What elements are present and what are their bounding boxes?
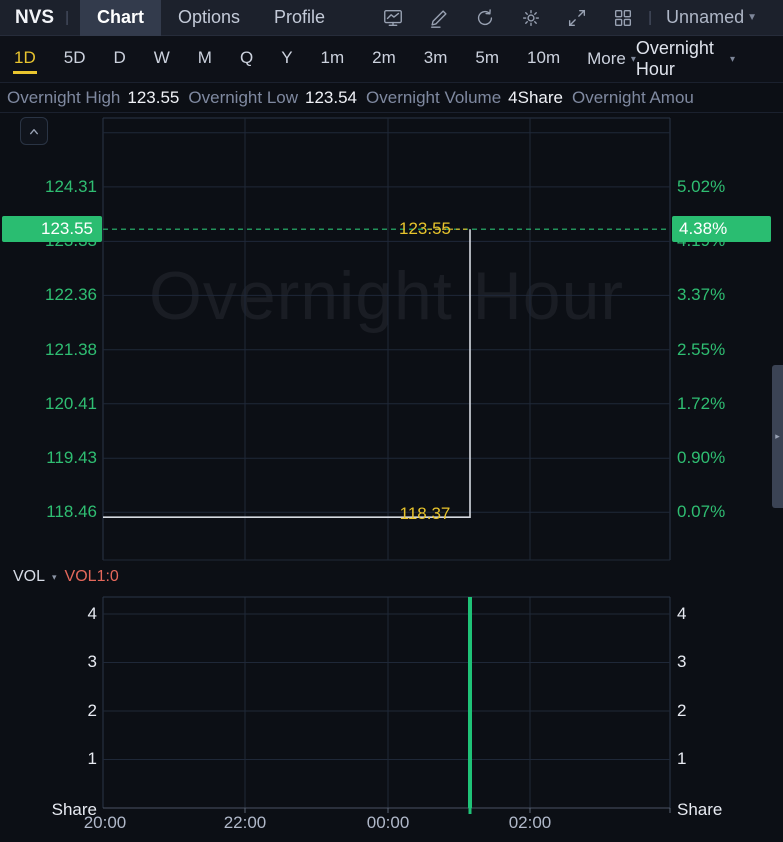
volume-indicator-row: VOL ▾ VOL1:0 <box>13 564 119 590</box>
volume-unit-label-right: Share <box>677 800 723 819</box>
time-tick-label: 20:00 <box>83 813 127 832</box>
ticker-symbol: NVS <box>15 6 55 28</box>
percent-tick-label: 2.55% <box>677 339 726 359</box>
price-tick-label: 122.36 <box>45 285 97 305</box>
volume-tick-label: 2 <box>677 700 687 720</box>
price-tick-label: 119.43 <box>46 448 97 468</box>
more-label: More <box>587 49 626 68</box>
vol-series-value[interactable]: VOL1:0 <box>64 568 119 585</box>
price-tick-label: 118.46 <box>46 502 97 522</box>
volume-tick-label: 3 <box>87 652 97 672</box>
percent-tick-label: 0.07% <box>677 502 726 522</box>
info-field-label: Overnight Amou <box>571 87 694 107</box>
info-field-label: Overnight High <box>7 87 121 107</box>
refresh-icon[interactable] <box>474 7 496 29</box>
volume-tick-label: 3 <box>677 652 687 672</box>
session-selector-dropdown[interactable]: Overnight Hour ▾ <box>636 38 735 80</box>
workspace-label: Unnamed <box>666 7 745 27</box>
settings-icon[interactable] <box>520 7 542 29</box>
chevron-up-icon <box>29 129 38 135</box>
time-tick-label: 00:00 <box>366 813 410 832</box>
timeframe-bar: 1D 5D D W M Q Y 1m 2m 3m 5m 10m More ▾ Overnight Ho… <box>0 36 783 83</box>
workspace-dropdown[interactable]: Unnamed ▼ <box>666 7 757 28</box>
info-field-label: Overnight Low <box>188 87 299 107</box>
timeframe-5m[interactable]: 5m <box>475 47 500 67</box>
volume-bar <box>468 597 472 808</box>
topbar-icons <box>382 7 634 29</box>
timeframe-w[interactable]: W <box>153 47 170 67</box>
timeframe-items: 1D 5D D W M Q Y 1m 2m 3m 5m 10m <box>13 45 561 74</box>
current-price-badge: 123.55 <box>2 216 102 243</box>
tab-options[interactable]: Options <box>178 7 241 27</box>
divider: | <box>65 9 69 26</box>
chevron-down-icon[interactable]: ▾ <box>52 571 57 582</box>
percent-tick-label: 0.90% <box>677 448 726 468</box>
chevron-right-icon: ▸ <box>775 431 780 441</box>
timeframe-d[interactable]: D <box>113 47 126 67</box>
chevron-down-icon: ▾ <box>630 53 636 65</box>
info-field-value: 123.54 <box>305 87 358 107</box>
info-field: Overnight Volume 4Share <box>366 88 563 108</box>
percent-tick-label: 3.37% <box>677 285 726 305</box>
volume-tick-label: 1 <box>87 749 97 769</box>
timeframe-3m[interactable]: 3m <box>423 47 448 67</box>
timeframe-10m[interactable]: 10m <box>527 47 561 67</box>
info-field-value: 123.55 <box>127 87 180 107</box>
divider: | <box>648 9 653 26</box>
volume-unit-label-left: Share <box>51 800 97 819</box>
layout-grid-icon[interactable] <box>612 7 634 29</box>
percent-tick-label: 1.72% <box>677 393 726 413</box>
info-field-label: Overnight Volume <box>366 87 502 107</box>
main-tabs: Chart Options Profile <box>79 0 342 36</box>
info-field: Overnight High 123.55 <box>7 88 179 108</box>
timeframe-2m[interactable]: 2m <box>372 47 396 67</box>
timeframe-more-dropdown[interactable]: More ▾ <box>587 49 636 69</box>
timeframe-y[interactable]: Y <box>281 47 293 67</box>
vol-indicator-dropdown[interactable]: VOL <box>13 568 46 585</box>
tab-profile[interactable]: Profile <box>274 7 326 27</box>
info-field-value: 4Share <box>508 87 563 107</box>
info-field: Overnight Amou <box>572 88 694 108</box>
timeframe-m[interactable]: M <box>197 47 212 67</box>
chevron-down-icon: ▼ <box>747 12 757 23</box>
low-marker-label: 118.37 <box>399 504 451 524</box>
fullscreen-icon[interactable] <box>566 7 588 29</box>
timeframe-q[interactable]: Q <box>239 47 254 67</box>
timeframe-1d[interactable]: 1D <box>13 45 37 74</box>
percent-tick-label: 5.02% <box>677 176 726 196</box>
session-label: Overnight Hour <box>635 38 714 79</box>
time-tick-label: 22:00 <box>223 813 267 832</box>
time-tick-label: 02:00 <box>508 813 552 832</box>
price-tick-label: 121.38 <box>45 339 97 359</box>
price-tick-label: 120.41 <box>45 393 97 413</box>
tab-chart[interactable]: Chart <box>79 0 161 36</box>
high-marker-label: 123.55 <box>399 219 451 239</box>
sidebar-expand-handle[interactable]: ▸ <box>772 365 783 508</box>
overnight-stats-bar: Overnight High 123.55 Overnight Low 123.54 O… <box>0 83 783 113</box>
topbar: NVS | Chart Options Profile | Unnamed ▼ <box>0 0 783 36</box>
volume-tick-label: 4 <box>677 603 687 623</box>
current-percent-badge: 4.38% <box>672 216 771 243</box>
volume-tick-label: 2 <box>87 700 97 720</box>
volume-tick-label: 4 <box>87 603 97 623</box>
session-watermark: Overnight Hour <box>148 258 625 334</box>
price-line <box>103 229 471 519</box>
price-tick-label: 124.31 <box>45 176 97 196</box>
volume-tick-label: 1 <box>677 749 687 769</box>
chart-monitor-icon[interactable] <box>382 7 404 29</box>
chevron-down-icon: ▾ <box>729 53 735 65</box>
collapse-panel-button[interactable] <box>20 117 48 145</box>
timeframe-5d[interactable]: 5D <box>63 47 86 67</box>
timeframe-1m[interactable]: 1m <box>320 47 345 67</box>
draw-icon[interactable] <box>428 7 450 29</box>
info-field: Overnight Low 123.54 <box>188 88 357 108</box>
